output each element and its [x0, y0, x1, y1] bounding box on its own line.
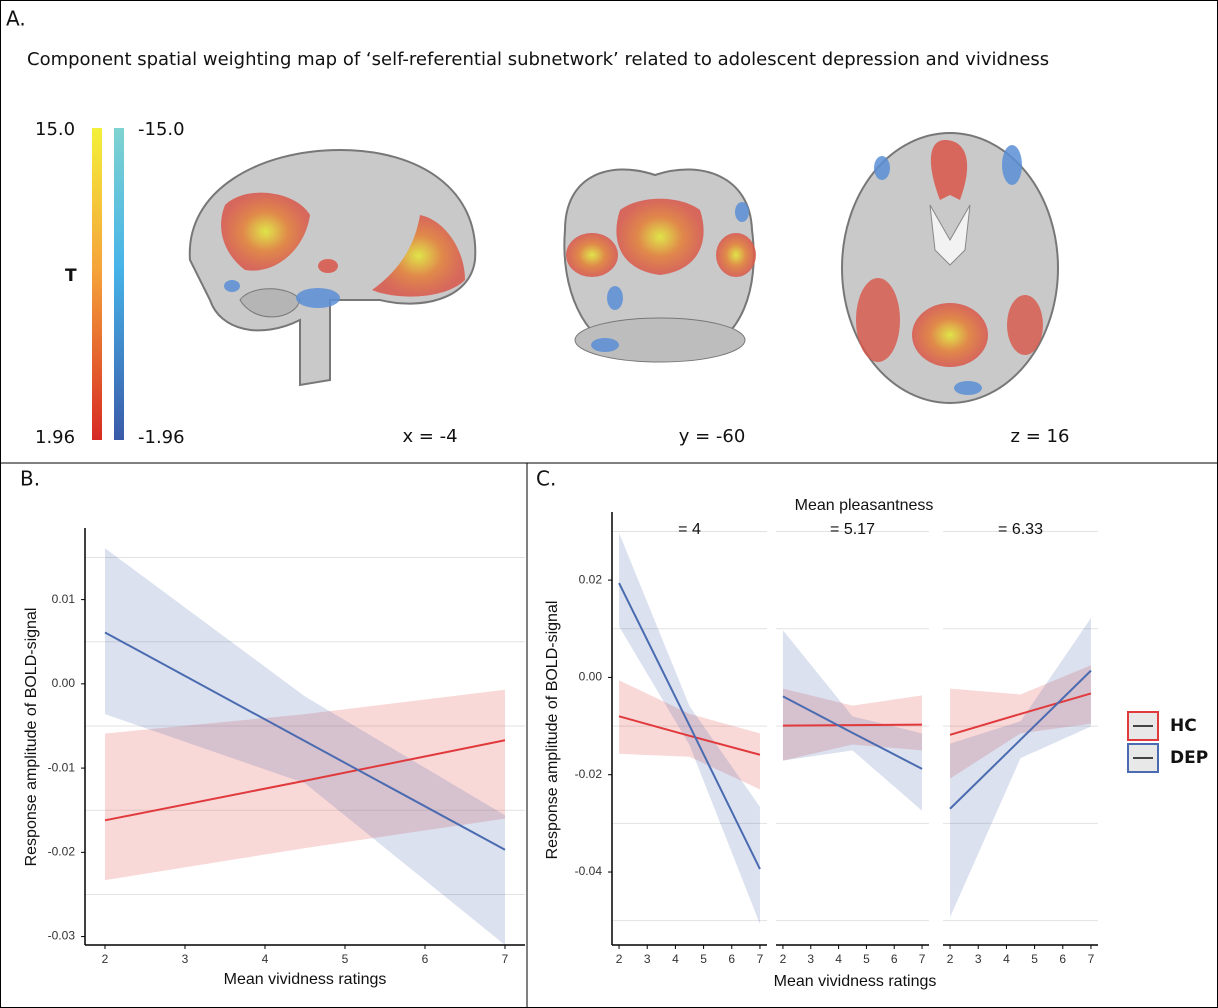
x-tick-label: 7 [1088, 952, 1095, 966]
trend-line [618, 715, 761, 756]
trend-line [949, 692, 1092, 736]
x-tick-label: 3 [182, 952, 189, 966]
y-tick-label: -0.02 [48, 845, 76, 859]
y-tick-label: 0.00 [579, 670, 603, 684]
x-tick-label: 6 [891, 952, 898, 966]
x-axis-label: Mean vividness ratings [774, 973, 937, 990]
colorbar-label: -1.96 [138, 427, 185, 448]
confidence-band [950, 665, 1091, 779]
colorbar [114, 128, 124, 440]
x-tick-label: 7 [502, 952, 509, 966]
panel-label: C. [536, 467, 556, 491]
y-tick-label: -0.02 [575, 767, 603, 781]
legend-label: HC [1170, 716, 1197, 736]
confidence-band [782, 630, 923, 811]
x-tick-label: 3 [807, 952, 814, 966]
trend-line [104, 631, 506, 851]
x-tick-label: 6 [422, 952, 429, 966]
x-axis-label: Mean vividness ratings [224, 971, 387, 988]
colorbar-label: 15.0 [35, 119, 75, 140]
colorbar-title: T [65, 266, 77, 286]
confidence-band [950, 618, 1091, 918]
x-tick-label: 6 [728, 952, 735, 966]
panel-title: Component spatial weighting map of ‘self… [27, 49, 1049, 70]
y-axis-label: Response amplitude of BOLD-signal [544, 601, 561, 860]
panel-label: A. [6, 7, 26, 31]
colorbar-label: 1.96 [35, 427, 75, 448]
x-tick-label: 3 [644, 952, 651, 966]
x-tick-label: 4 [262, 952, 269, 966]
x-tick-label: 2 [947, 952, 954, 966]
facet-title: = 6.33 [998, 521, 1043, 538]
x-tick-label: 4 [672, 952, 679, 966]
legend-label: DEP [1170, 748, 1208, 768]
x-tick-label: 7 [919, 952, 926, 966]
confidence-band [105, 548, 505, 945]
x-tick-label: 3 [975, 952, 982, 966]
x-tick-label: 7 [757, 952, 764, 966]
x-tick-label: 5 [700, 952, 707, 966]
x-tick-label: 5 [863, 952, 870, 966]
y-tick-label: -0.03 [48, 929, 76, 943]
colorbar-label: -15.0 [138, 119, 185, 140]
x-tick-label: 2 [616, 952, 623, 966]
trend-line [782, 723, 923, 727]
colorbar [92, 128, 102, 440]
y-tick-label: 0.02 [579, 572, 603, 586]
slice-label: x = -4 [402, 426, 457, 447]
y-axis-label: Response amplitude of BOLD-signal [23, 608, 40, 867]
y-tick-label: -0.04 [575, 864, 603, 878]
confidence-band [105, 689, 505, 881]
y-tick-label: 0.00 [52, 676, 76, 690]
trend-line [782, 695, 923, 770]
x-tick-label: 4 [835, 952, 842, 966]
trend-line [949, 669, 1092, 810]
brain-axial [841, 132, 1059, 404]
y-tick-label: -0.01 [48, 760, 76, 774]
chart-title: Mean pleasantness [795, 497, 934, 514]
x-tick-label: 4 [1003, 952, 1010, 966]
trend-line [618, 582, 761, 870]
x-tick-label: 6 [1059, 952, 1066, 966]
facet-title: = 4 [678, 521, 701, 538]
brain-coronal [563, 168, 756, 363]
facet-title: = 5.17 [830, 521, 875, 538]
brain-sagittal [188, 148, 477, 387]
slice-label: y = -60 [679, 426, 746, 447]
confidence-band [619, 532, 760, 925]
slice-label: z = 16 [1011, 426, 1070, 447]
x-tick-label: 2 [780, 952, 787, 966]
x-tick-label: 2 [102, 952, 109, 966]
trend-line [104, 739, 506, 822]
y-tick-label: 0.01 [52, 592, 76, 606]
panel-label: B. [20, 467, 40, 491]
x-tick-label: 5 [1031, 952, 1038, 966]
x-tick-label: 5 [342, 952, 349, 966]
